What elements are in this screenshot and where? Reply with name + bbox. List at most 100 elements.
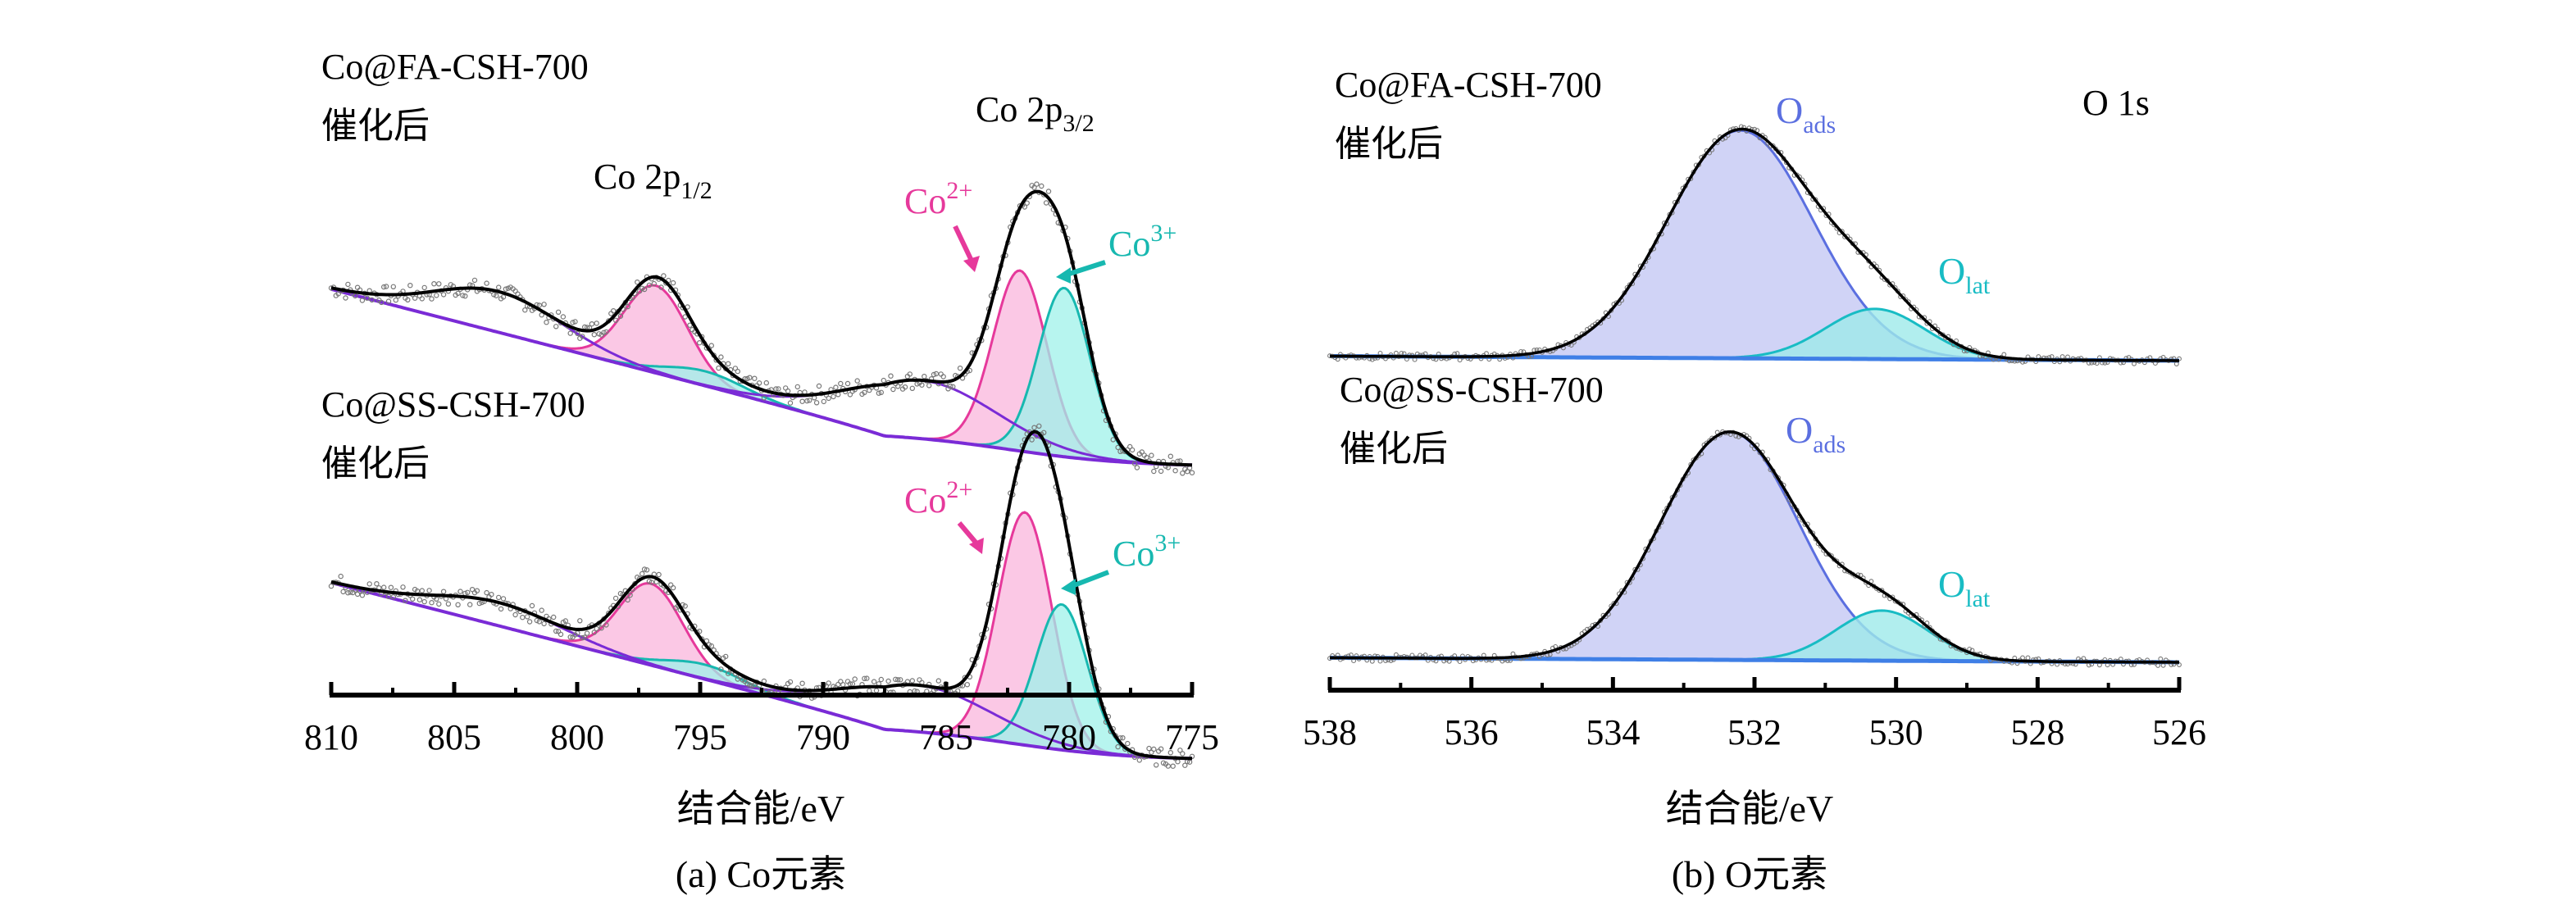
co-raw-point xyxy=(611,308,617,314)
co-raw-point xyxy=(1144,454,1149,461)
co-raw-point xyxy=(726,361,731,366)
co-raw-point xyxy=(467,602,473,607)
co-raw-point xyxy=(1134,465,1140,470)
o-bottom-oads-label: Oads xyxy=(1786,409,1846,458)
co-raw-point xyxy=(1182,762,1188,768)
co-raw-point xyxy=(572,319,578,325)
co-raw-point xyxy=(726,670,731,676)
co-peak-fill-co3 xyxy=(963,288,1166,465)
co-raw-point xyxy=(426,588,432,593)
co-raw-point xyxy=(570,320,576,325)
o-sample-top-name: Co@FA-CSH-700 xyxy=(1335,65,1602,105)
co-raw-point xyxy=(1136,757,1143,763)
co-raw-point xyxy=(474,588,480,593)
co-raw-point xyxy=(894,384,901,389)
co-raw-point xyxy=(364,295,370,301)
co-raw-point xyxy=(354,591,361,598)
co-raw-point xyxy=(697,340,703,346)
co-raw-point xyxy=(1189,753,1195,760)
co-raw-point xyxy=(465,589,471,596)
co-raw-point xyxy=(878,389,885,395)
co-raw-point xyxy=(496,594,502,601)
co-raw-point xyxy=(776,386,781,392)
co-top-co2-arrow xyxy=(953,225,974,262)
co-raw-point xyxy=(773,386,779,392)
co-raw-point xyxy=(460,293,466,298)
co-raw-point xyxy=(381,584,387,590)
co-raw-point xyxy=(922,374,927,380)
co-bottom-co2-arrowhead xyxy=(969,538,984,554)
co-annotation-arrows xyxy=(953,225,1110,595)
co-raw-point xyxy=(369,297,375,303)
co-raw-point xyxy=(390,284,396,289)
co-raw-point xyxy=(390,594,396,600)
co-peak-fill-co3 xyxy=(960,604,1163,758)
co-raw-point xyxy=(1031,425,1037,430)
co-2p12-label: Co 2p1/2 xyxy=(594,157,712,204)
co-raw-point xyxy=(862,675,867,682)
co-raw-point xyxy=(436,601,442,607)
co-raw-point xyxy=(1022,204,1028,210)
co-raw-point xyxy=(412,295,418,301)
co-raw-point xyxy=(804,398,810,404)
co-raw-point xyxy=(1153,762,1159,768)
co-raw-point xyxy=(935,678,942,684)
co-raw-point xyxy=(670,584,676,591)
co-raw-point xyxy=(1177,748,1183,753)
co-raw-point xyxy=(641,286,648,293)
co-raw-point xyxy=(682,314,688,320)
co-raw-point xyxy=(381,284,387,290)
co-raw-point xyxy=(747,375,753,380)
co-top-co2-arrowhead xyxy=(963,256,980,272)
co-raw-point xyxy=(525,614,530,620)
o-sample-top-state: 催化后 xyxy=(1335,124,1443,164)
co-raw-point xyxy=(933,370,940,377)
co-bottom-co2-arrow xyxy=(957,521,980,546)
co-raw-point xyxy=(529,602,535,609)
co-raw-point xyxy=(716,365,721,371)
co-raw-point xyxy=(909,385,916,391)
co-tick-label: 785 xyxy=(919,717,973,757)
co-bottom-co3-label: Co3+ xyxy=(1113,530,1181,574)
co-raw-point xyxy=(1034,181,1040,187)
co-raw-point xyxy=(794,384,801,390)
co-raw-point xyxy=(536,302,543,308)
co-raw-point xyxy=(577,618,583,624)
co-raw-point xyxy=(763,380,770,386)
co-raw-point xyxy=(661,273,667,279)
co-raw-point xyxy=(1172,468,1178,474)
co-raw-point xyxy=(799,680,805,686)
co-raw-point xyxy=(496,284,502,290)
co-raw-point xyxy=(340,589,346,595)
co-raw-point xyxy=(580,334,585,339)
co-raw-point xyxy=(1167,750,1174,756)
co-envelope-line xyxy=(330,430,1193,761)
co-raw-point xyxy=(359,593,366,598)
co-raw-point xyxy=(429,296,435,302)
co-raw-point xyxy=(400,584,406,590)
co-raw-point xyxy=(816,383,822,389)
o-top-oads-label: Oads xyxy=(1776,89,1836,139)
co-raw-point xyxy=(787,400,794,406)
co-xps-panel: Co@FA-CSH-700 催化后 Co@SS-CSH-700 催化后 Co 2… xyxy=(304,47,1219,895)
co-raw-point xyxy=(852,676,858,682)
co-raw-point xyxy=(639,570,645,577)
o-tick-label: 534 xyxy=(1586,712,1640,752)
co-raw-point xyxy=(584,630,590,636)
o-envelope-line xyxy=(1329,127,2179,362)
co-raw-point xyxy=(1165,763,1172,769)
co-raw-point xyxy=(826,395,831,402)
co-raw-point xyxy=(1045,189,1052,194)
co-raw-point xyxy=(612,317,619,323)
co-raw-point xyxy=(761,395,767,401)
co-raw-point xyxy=(1129,447,1136,453)
co-top-co3-label: Co3+ xyxy=(1108,220,1176,264)
co-raw-point xyxy=(1036,423,1042,430)
co-raw-point xyxy=(440,292,447,298)
co-raw-point xyxy=(594,625,599,632)
co-raw-point xyxy=(1131,461,1138,466)
co-raw-point xyxy=(591,332,598,338)
co-raw-point xyxy=(871,679,877,684)
co-raw-point xyxy=(940,374,946,380)
